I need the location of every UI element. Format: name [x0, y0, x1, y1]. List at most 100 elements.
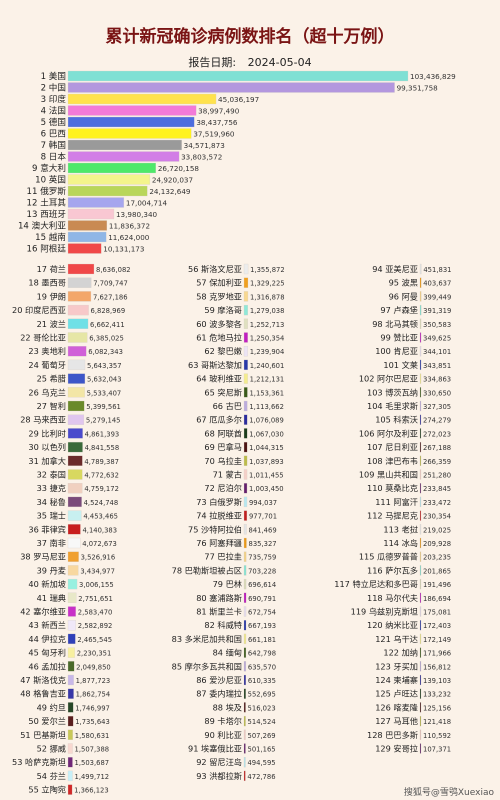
bar-value: 2,465,545 — [77, 636, 112, 644]
bar-value: 4,789,387 — [84, 458, 119, 466]
bar — [243, 291, 249, 302]
bar-label: 109 黑山共和国 — [359, 470, 418, 480]
bar-label: 28 马来西亚 — [20, 415, 66, 425]
bar-value: 24,132,649 — [149, 187, 191, 196]
bar-label: 42 塞尔维亚 — [20, 607, 66, 617]
bar-label: 116 萨尔瓦多 — [367, 565, 418, 575]
bar-label: 100 肯尼亚 — [375, 346, 418, 356]
bar-value: 1,735,643 — [75, 718, 110, 726]
bar — [243, 455, 248, 466]
bar-label: 82 科威特 — [204, 620, 242, 630]
bar-row: 51 巴基斯坦 1,580,631 — [20, 729, 109, 740]
bar-label: 88 埃及 — [213, 702, 242, 712]
bar-row: 61 危地马拉 1,250,354 — [196, 332, 284, 343]
bar-row: 106 阿尔及利亚 272,023 — [359, 428, 451, 439]
bar-value: 267,188 — [423, 444, 451, 452]
bar-row: 11 俄罗斯 24,132,649 — [27, 185, 191, 197]
bar-value: 8,636,082 — [96, 266, 131, 274]
bar-value: 835,327 — [249, 540, 277, 548]
bar-label: 34 秘鲁 — [37, 497, 66, 507]
bar-value: 667,193 — [248, 622, 276, 630]
bar-label: 78 巴勒斯坦被占区 — [172, 565, 242, 575]
bar-row: 69 巴拿马 1,044,315 — [204, 441, 284, 453]
bar — [67, 620, 76, 631]
bar-value: 1,067,030 — [249, 430, 284, 438]
bar-label: 53 哈萨克斯坦 — [12, 757, 66, 767]
bar — [67, 151, 180, 162]
bar — [243, 661, 247, 672]
bar-label: 101 文莱 — [383, 360, 418, 370]
bar-label: 126 喀麦隆 — [375, 702, 418, 712]
bar-value: 13,980,340 — [116, 210, 158, 219]
bar-row: 97 卢森堡 391,319 — [380, 304, 451, 316]
bar-label: 115 瓜德罗普普 — [359, 552, 418, 562]
bar-row: 86 爱沙尼亚 610,335 — [196, 674, 276, 686]
bar-value: 4,453,465 — [83, 513, 118, 521]
bar-label: 38 罗马尼亚 — [20, 552, 66, 562]
bar-value: 344,101 — [423, 348, 451, 356]
bar-row: 87 委内瑞拉 552,695 — [196, 688, 276, 699]
bar-value: 501,165 — [248, 746, 276, 754]
bar — [67, 469, 83, 480]
bar-label: 91 埃塞俄比亚 — [188, 744, 242, 754]
bar-label: 1 美国 — [41, 70, 66, 82]
bar — [243, 483, 248, 494]
bar — [243, 633, 247, 645]
bar-row: 96 阿曼 399,449 — [389, 291, 451, 302]
bar-label: 62 黎巴嫩 — [204, 346, 242, 356]
bar-row: 5 德国 38,437,756 — [41, 116, 238, 128]
bar-value: 34,571,873 — [184, 141, 225, 150]
bar-row: 10 英国 24,920,037 — [35, 174, 193, 186]
bar — [243, 346, 248, 357]
bar-label: 114 冰岛 — [383, 538, 418, 548]
bar-row: 63 哥斯达黎加 1,240,601 — [188, 359, 284, 371]
bar — [243, 578, 247, 590]
bar — [419, 702, 422, 713]
bar-row: 115 瓜德罗普普 203,235 — [359, 551, 451, 562]
bar — [67, 496, 82, 508]
bar-row: 75 沙特阿拉伯 841,469 — [188, 524, 277, 535]
bar-label: 69 巴拿马 — [204, 442, 242, 452]
bar-label: 108 津巴布韦 — [367, 456, 418, 466]
bar-label: 57 保加利亚 — [196, 278, 242, 288]
bar-label: 128 巴巴多斯 — [367, 730, 418, 740]
bar-value: 7,627,186 — [93, 293, 128, 301]
bar — [419, 688, 422, 699]
bar-label: 14 澳大利亚 — [18, 220, 66, 232]
bar — [67, 318, 89, 329]
bar-value: 327,305 — [423, 403, 451, 411]
bar-label: 30 以色列 — [28, 442, 66, 452]
bar-value: 10,131,173 — [103, 245, 144, 254]
bar — [243, 702, 246, 713]
bar-row: 70 乌拉圭 1,037,893 — [204, 455, 284, 466]
bar-label: 54 芬兰 — [37, 771, 66, 781]
bar-label: 67 厄瓜多尔 — [196, 415, 242, 425]
bar-row: 25 希腊 5,632,043 — [37, 373, 122, 384]
bar-row: 113 老挝 219,025 — [383, 524, 451, 535]
bar-value: 4,841,558 — [85, 444, 120, 452]
bar-value: 26,720,158 — [158, 164, 200, 173]
bar — [419, 647, 422, 658]
bar-value: 391,319 — [423, 307, 451, 315]
bar-row: 100 肯尼亚 344,101 — [375, 346, 451, 357]
bar-row: 47 斯洛伐克 1,877,723 — [20, 674, 110, 686]
bar-row: 65 突尼斯 1,153,361 — [204, 387, 284, 398]
bar — [419, 715, 422, 727]
bar-label: 25 希腊 — [37, 374, 66, 384]
bar-row: 112 马提尼克 230,354 — [367, 510, 451, 521]
bar-value: 38,997,490 — [198, 107, 240, 116]
bar-label: 27 智利 — [37, 401, 66, 411]
bar — [419, 332, 422, 343]
bar-row: 99 赞比亚 349,625 — [380, 332, 451, 343]
bar-row: 59 摩洛哥 1,279,038 — [204, 304, 284, 316]
bar-value: 5,399,561 — [86, 403, 121, 411]
bar-row: 50 爱尔兰 1,735,643 — [28, 715, 110, 727]
bar-label: 66 古巴 — [213, 401, 242, 411]
bar-value: 203,235 — [423, 554, 451, 562]
bar-row: 49 约旦 1,746,997 — [37, 702, 110, 713]
bar-row: 57 保加利亚 1,329,225 — [196, 277, 285, 288]
bar-row: 36 菲律宾 4,140,383 — [28, 524, 117, 535]
bar — [419, 359, 422, 371]
bar — [67, 743, 73, 754]
bar-row: 3 印度 45,036,197 — [41, 93, 260, 105]
